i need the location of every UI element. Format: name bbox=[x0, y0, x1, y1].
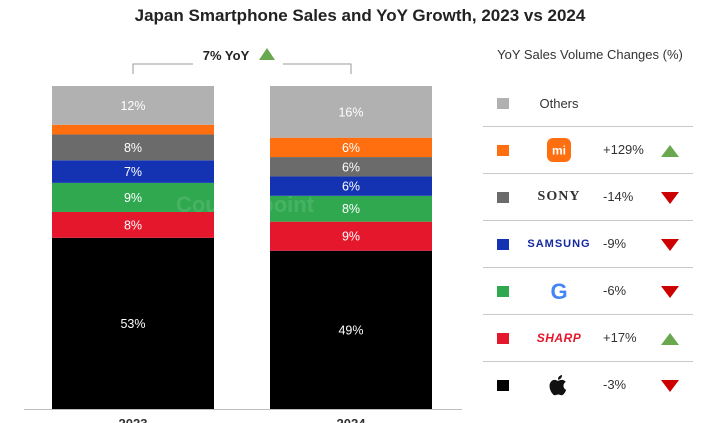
data-label-sharp-2023: 8% bbox=[124, 218, 142, 232]
yoy-label-background bbox=[193, 44, 283, 66]
data-label-sony-2024: 6% bbox=[342, 160, 360, 174]
yoy-change-value: -9% bbox=[603, 236, 627, 251]
legend-item-sony: SONY -14% bbox=[483, 173, 693, 220]
yoy-change-value: +129% bbox=[603, 142, 644, 157]
bar-segment-apple-2024 bbox=[270, 250, 432, 409]
sony-logo-text: SONY bbox=[537, 189, 581, 204]
bar-segment-sharp-2023 bbox=[52, 211, 214, 238]
sharp-logo: SHARP bbox=[525, 315, 593, 361]
legend-swatch bbox=[497, 333, 509, 344]
legend-label-text: Others bbox=[539, 95, 579, 111]
google-logo: G bbox=[525, 268, 593, 314]
legend-swatch bbox=[497, 380, 509, 391]
svg-text:mi: mi bbox=[552, 144, 566, 158]
up-arrow-icon bbox=[661, 145, 679, 157]
x-tick-label-2024: 2024 bbox=[337, 416, 367, 423]
yoy-change-value: -14% bbox=[603, 189, 634, 204]
data-label-others-2023: 12% bbox=[120, 99, 145, 113]
legend-swatch bbox=[497, 286, 509, 297]
bar-segment-samsung-2023 bbox=[52, 160, 214, 183]
down-arrow-icon bbox=[661, 380, 679, 392]
apple-logo bbox=[525, 362, 593, 408]
bar-segment-xiaomi-2023 bbox=[52, 124, 214, 135]
down-arrow-icon bbox=[661, 192, 679, 204]
up-arrow-icon bbox=[661, 333, 679, 345]
down-arrow-icon bbox=[661, 286, 679, 298]
legend-swatch bbox=[497, 192, 509, 203]
samsung-logo-text: SAMSUNG bbox=[527, 238, 591, 250]
legend-item-apple: -3% bbox=[483, 361, 693, 408]
bar-segment-others-2024 bbox=[270, 86, 432, 138]
yoy-total-label: 7% YoY bbox=[203, 48, 250, 63]
legend-item-samsung: SAMSUNG -9% bbox=[483, 220, 693, 267]
watermark-text: Counterpoint bbox=[176, 192, 315, 217]
bar-segment-sony-2023 bbox=[52, 134, 214, 161]
bar-segment-google-2023 bbox=[52, 182, 214, 212]
legend-title: YoY Sales Volume Changes (%) bbox=[497, 47, 683, 62]
data-label-google-2024: 8% bbox=[342, 202, 360, 216]
yoy-change-value: -6% bbox=[603, 283, 627, 298]
data-label-apple-2024: 49% bbox=[338, 323, 363, 337]
legend-swatch bbox=[497, 98, 509, 109]
yoy-change-value: +17% bbox=[603, 330, 637, 345]
data-label-samsung-2023: 7% bbox=[124, 165, 142, 179]
legend: Others mi +129% SONY -14% SAMSUNG -9% G -6% SHARP… bbox=[483, 80, 693, 408]
sharp-logo-text: SHARP bbox=[536, 331, 582, 345]
bar-segment-others-2023 bbox=[52, 86, 214, 125]
stacked-bar-chart: 53% 8% 9% 7% 8% 12% 49% 9% 8% 6% 6% 6% 16% Counterpoi… bbox=[24, 44, 462, 423]
data-label-sharp-2024: 9% bbox=[342, 230, 360, 244]
legend-item-xiaomi: mi +129% bbox=[483, 126, 693, 173]
bar-segment-google-2024 bbox=[270, 195, 432, 222]
data-label-xiaomi-2024: 6% bbox=[342, 141, 360, 155]
bar-segment-samsung-2024 bbox=[270, 176, 432, 196]
yoy-change-value: -3% bbox=[603, 377, 627, 392]
bar-segment-xiaomi-2024 bbox=[270, 137, 432, 158]
bar-segment-apple-2023 bbox=[52, 237, 214, 409]
x-tick-label-2023: 2023 bbox=[119, 416, 148, 423]
down-arrow-icon bbox=[661, 239, 679, 251]
data-label-sony-2023: 8% bbox=[124, 141, 142, 155]
data-label-others-2024: 16% bbox=[338, 105, 363, 119]
legend-swatch bbox=[497, 145, 509, 156]
data-label-apple-2023: 53% bbox=[120, 317, 145, 331]
bar-segment-sony-2024 bbox=[270, 157, 432, 177]
bar-segment-sharp-2024 bbox=[270, 221, 432, 251]
legend-item-google: G -6% bbox=[483, 267, 693, 314]
svg-text:G: G bbox=[550, 279, 567, 304]
yoy-up-arrow-icon bbox=[259, 48, 275, 60]
chart-title: Japan Smartphone Sales and YoY Growth, 2… bbox=[134, 6, 586, 25]
legend-label: Others bbox=[525, 80, 593, 126]
legend-item-others: Others bbox=[483, 80, 693, 126]
sony-logo: SONY bbox=[525, 174, 593, 220]
data-label-google-2023: 9% bbox=[124, 191, 142, 205]
data-label-samsung-2024: 6% bbox=[342, 180, 360, 194]
legend-swatch bbox=[497, 239, 509, 250]
samsung-logo: SAMSUNG bbox=[525, 221, 593, 267]
xiaomi-logo: mi bbox=[525, 127, 593, 173]
legend-item-sharp: SHARP +17% bbox=[483, 314, 693, 361]
